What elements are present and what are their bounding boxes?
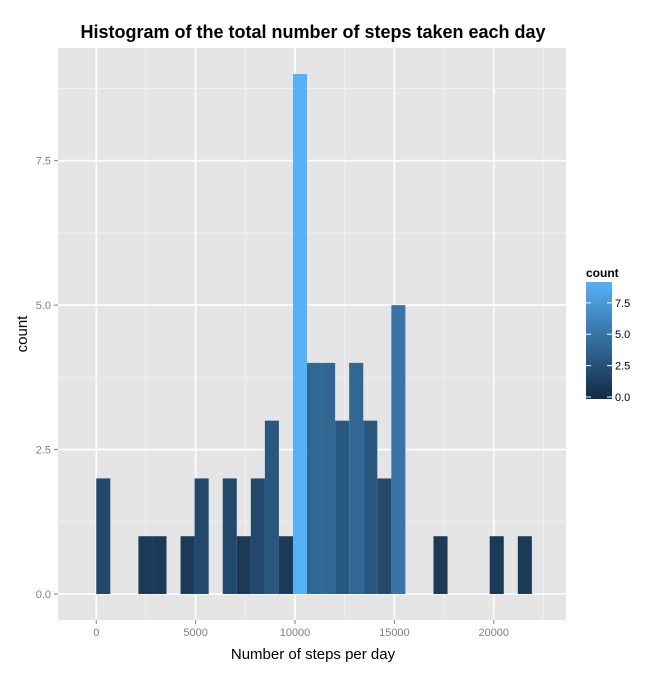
x-axis-label: Number of steps per day (231, 646, 396, 663)
legend-tick-label: 0.0 (615, 392, 630, 404)
histogram-bar (517, 536, 532, 594)
histogram-bar (278, 536, 293, 594)
x-tick-label: 5000 (183, 627, 207, 639)
histogram-bar (180, 536, 195, 594)
histogram-bar (349, 362, 364, 594)
histogram-bar (264, 420, 279, 594)
histogram-bar (377, 478, 392, 594)
x-tick-label: 0 (93, 627, 99, 639)
histogram-bar (250, 478, 265, 594)
legend-tick-label: 7.5 (615, 298, 630, 310)
chart-title: Histogram of the total number of steps t… (80, 22, 545, 42)
histogram-bar (489, 536, 504, 594)
legend-colorbar (586, 282, 612, 399)
y-tick-label: 2.5 (36, 445, 51, 457)
histogram-bar (194, 478, 209, 594)
histogram-bar (152, 536, 167, 594)
histogram-bar (96, 478, 111, 594)
bars (96, 74, 532, 594)
y-tick-label: 5.0 (36, 300, 51, 312)
y-tick-label: 7.5 (36, 156, 51, 168)
legend: count 0.0 2.5 5.0 7.5 (586, 266, 630, 404)
histogram-bar (236, 536, 251, 594)
y-tick-label: 0.0 (36, 589, 51, 601)
histogram-bar (321, 362, 336, 594)
histogram-bar (363, 420, 378, 594)
histogram-bar (307, 362, 322, 594)
x-axis: 0 5000 10000 15000 20000 (93, 620, 509, 639)
histogram-bar (335, 420, 350, 594)
histogram-bar (292, 74, 308, 594)
legend-title: count (586, 266, 619, 280)
histogram-bar (222, 478, 237, 594)
x-tick-label: 20000 (478, 627, 509, 639)
legend-tick-label: 5.0 (615, 329, 630, 341)
x-tick-label: 10000 (280, 627, 311, 639)
y-axis: 0.0 2.5 5.0 7.5 (36, 156, 58, 601)
legend-ticks: 0.0 2.5 5.0 7.5 (586, 298, 630, 404)
legend-tick-label: 2.5 (615, 361, 630, 373)
y-axis-label: count (14, 315, 31, 353)
x-tick-label: 15000 (379, 627, 410, 639)
histogram-bar (391, 305, 406, 594)
histogram-bar (138, 536, 153, 594)
histogram-bar (433, 536, 448, 594)
